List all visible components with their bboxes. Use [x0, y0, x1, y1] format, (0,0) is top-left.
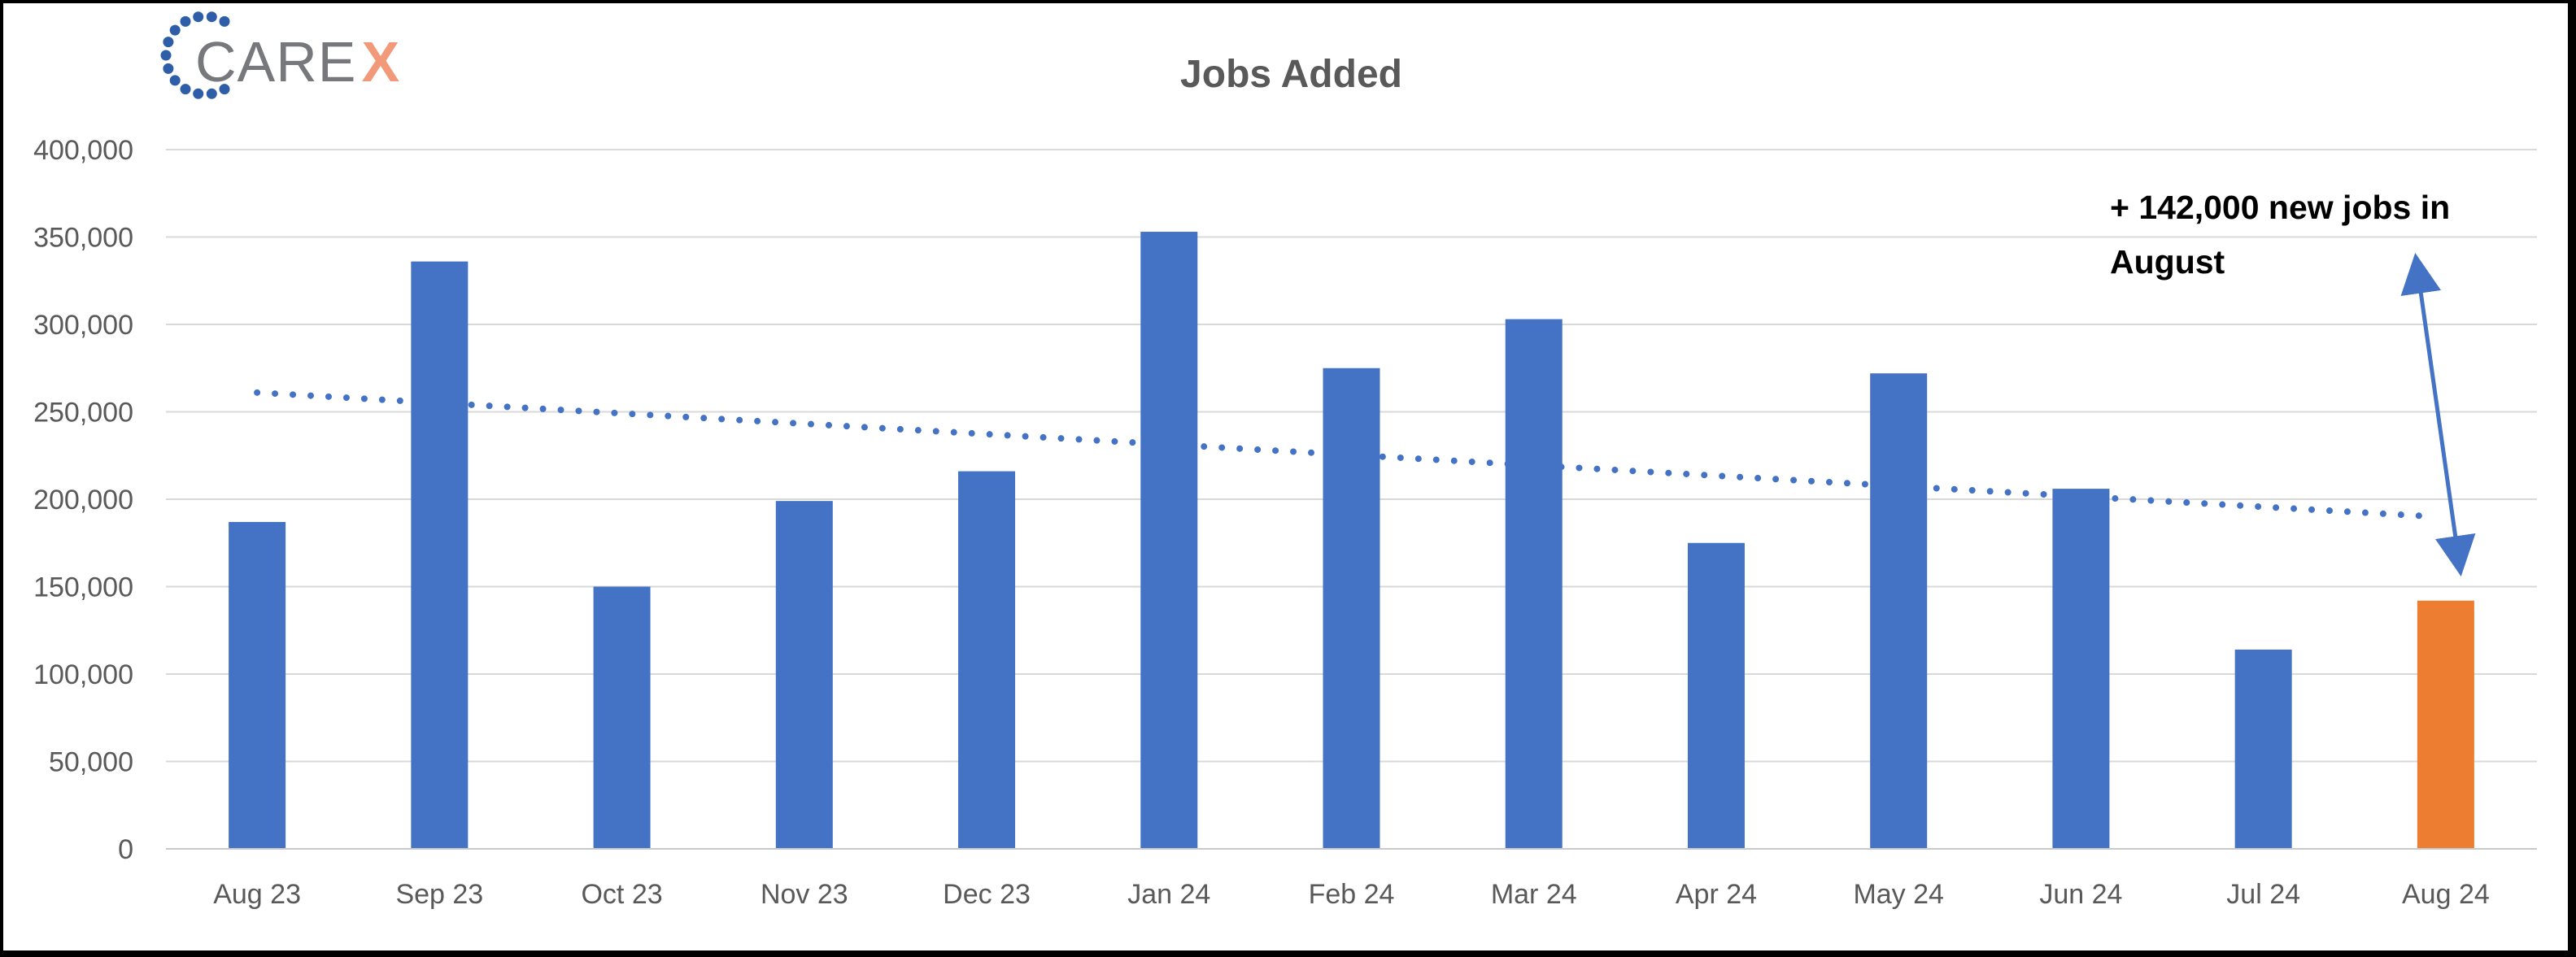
bar-oct-23	[593, 586, 651, 849]
x-tick-label: Sep 23	[395, 879, 483, 910]
x-tick-label: Apr 24	[1676, 879, 1757, 910]
logo-dot	[160, 50, 172, 61]
carex-logo: CAREX	[130, 7, 472, 108]
logo-dot	[193, 11, 204, 23]
chart-canvas: 0 50,000 100,000 150,000 200,000 250,000 300,0…	[33, 135, 2537, 910]
y-tick-label: 350,000	[33, 223, 133, 254]
logo-dot	[163, 63, 174, 74]
x-tick-label: Jun 24	[2039, 879, 2122, 910]
x-tick-label: Jan 24	[1127, 879, 1210, 910]
x-tick-label: May 24	[1853, 879, 1944, 910]
logo-text-x: X	[361, 30, 401, 94]
x-tick-label: Mar 24	[1491, 879, 1577, 910]
bar-nov-23	[775, 501, 833, 849]
bar-jan-24	[1140, 232, 1198, 849]
logo-text-care: CARE	[195, 30, 357, 94]
annotation-label: + 142,000 new jobs in August	[2110, 189, 2451, 281]
y-tick-label: 100,000	[33, 659, 133, 690]
logo-dot	[169, 24, 181, 36]
logo-wordmark: CAREX	[195, 33, 400, 90]
x-tick-label: Oct 23	[581, 879, 662, 910]
x-tick-label: Feb 24	[1309, 879, 1395, 910]
logo-dot	[206, 11, 217, 23]
y-tick-label: 50,000	[49, 747, 133, 778]
bar-sep-23	[411, 261, 469, 850]
logo-dot	[180, 15, 191, 27]
y-tick-label: 0	[118, 834, 133, 865]
y-tick-label: 250,000	[33, 398, 133, 428]
bar-aug-23	[229, 521, 286, 849]
x-tick-label: Aug 23	[213, 879, 301, 910]
logo-dot	[193, 88, 204, 99]
logo-dot	[163, 37, 174, 48]
y-tick-label: 200,000	[33, 485, 133, 515]
logo-dot	[180, 84, 191, 95]
bar-dec-23	[958, 471, 1016, 849]
bar-feb-24	[1323, 368, 1380, 849]
x-tick-label: Aug 24	[2402, 879, 2490, 910]
bar-mar-24	[1505, 319, 1563, 849]
bar-may-24	[1870, 373, 1928, 849]
x-tick-label: Nov 23	[761, 879, 848, 910]
y-tick-label: 150,000	[33, 572, 133, 603]
annotation-arrow	[2400, 253, 2476, 576]
x-tick-label: Dec 23	[943, 879, 1031, 910]
bar-jul-24	[2234, 649, 2292, 849]
y-tick-label: 300,000	[33, 310, 133, 341]
bar-apr-24	[1687, 542, 1745, 849]
logo-dot	[169, 75, 181, 86]
chart-title: Jobs Added	[1180, 53, 1402, 96]
bar-jun-24	[2052, 489, 2110, 849]
x-tick-label: Jul 24	[2226, 879, 2300, 910]
logo-dotted-circle-icon	[160, 11, 230, 99]
logo-dot	[206, 88, 217, 99]
y-tick-label: 400,000	[33, 135, 133, 166]
bar-aug-24	[2417, 600, 2474, 849]
logo-dot	[219, 84, 230, 95]
logo-dot	[219, 15, 230, 27]
